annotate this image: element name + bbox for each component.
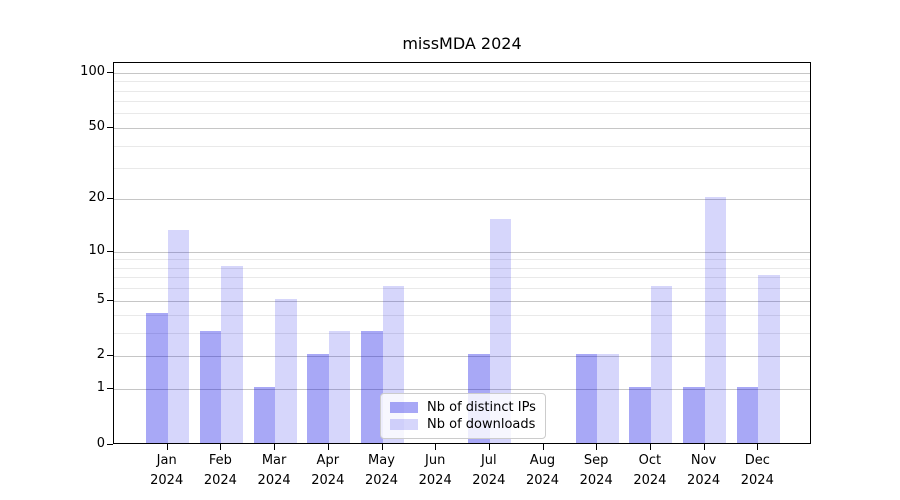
gridline-y-1 <box>114 389 810 391</box>
bar-nb-of-downloads-oct-2024 <box>650 286 673 443</box>
y-tick-label-10: 10 <box>88 242 105 258</box>
bar-nb-of-distinct-ips-nov-2024 <box>683 387 705 443</box>
gridline-y-3 <box>114 333 810 335</box>
gridline-y-80 <box>114 90 810 92</box>
x-tick-label-jan-2024: Jan 2024 <box>150 453 184 488</box>
x-tick-mark-mar-2024 <box>274 444 276 450</box>
chart-title: missMDA 2024 <box>402 34 522 53</box>
legend-item-distinct-ips: Nb of distinct IPs <box>390 400 536 415</box>
bar-nb-of-distinct-ips-may-2024 <box>361 331 383 443</box>
x-tick-mark-nov-2024 <box>703 444 705 450</box>
y-tick-mark-5 <box>107 299 113 301</box>
x-tick-mark-jan-2024 <box>166 444 168 450</box>
bar-nb-of-downloads-jan-2024 <box>167 230 190 443</box>
y-tick-mark-100 <box>107 71 113 73</box>
gridline-y-5 <box>114 300 810 302</box>
x-tick-label-dec-2024: Dec 2024 <box>740 453 774 488</box>
gridline-y-2 <box>114 356 810 358</box>
legend-label-downloads: Nb of downloads <box>427 417 536 432</box>
legend-swatch-distinct-ips <box>390 402 418 413</box>
plot-area: Nb of distinct IPs Nb of downloads <box>113 62 811 444</box>
bar-nb-of-distinct-ips-dec-2024 <box>736 387 759 443</box>
bar-nb-of-distinct-ips-mar-2024 <box>253 387 276 443</box>
bar-nb-of-distinct-ips-feb-2024 <box>199 331 222 443</box>
bar-nb-of-downloads-feb-2024 <box>221 265 243 443</box>
gridline-y-70 <box>114 101 810 103</box>
x-tick-label-aug-2024: Aug 2024 <box>525 453 560 488</box>
bar-nb-of-downloads-dec-2024 <box>758 275 780 443</box>
x-tick-mark-dec-2024 <box>757 444 759 450</box>
y-tick-label-5: 5 <box>96 291 105 307</box>
y-tick-label-50: 50 <box>88 118 105 134</box>
legend-label-distinct-ips: Nb of distinct IPs <box>427 400 536 415</box>
x-tick-label-may-2024: May 2024 <box>364 453 399 488</box>
gridline-y-9 <box>114 259 810 261</box>
y-tick-label-100: 100 <box>80 63 105 79</box>
bar-nb-of-distinct-ips-oct-2024 <box>629 387 651 443</box>
bar-nb-of-downloads-sep-2024 <box>597 354 619 443</box>
gridline-y-7 <box>114 277 810 279</box>
gridline-y-100 <box>114 72 810 74</box>
gridline-y-8 <box>114 267 810 269</box>
gridline-y-20 <box>114 199 810 201</box>
y-tick-mark-10 <box>107 250 113 252</box>
gridline-y-6 <box>114 288 810 290</box>
y-tick-label-20: 20 <box>88 190 105 206</box>
x-tick-label-apr-2024: Apr 2024 <box>311 453 345 488</box>
gridline-y-40 <box>114 145 810 147</box>
bar-nb-of-distinct-ips-sep-2024 <box>575 354 598 443</box>
gridline-y-10 <box>114 251 810 253</box>
bar-nb-of-downloads-jul-2024 <box>489 219 512 443</box>
bar-nb-of-distinct-ips-jan-2024 <box>146 313 168 443</box>
y-tick-label-0: 0 <box>96 436 105 451</box>
x-tick-mark-may-2024 <box>381 444 383 450</box>
y-tick-mark-0 <box>107 444 113 445</box>
x-tick-label-mar-2024: Mar 2024 <box>257 453 291 488</box>
x-tick-label-jul-2024: Jul 2024 <box>472 453 506 488</box>
y-tick-label-1: 1 <box>96 380 105 396</box>
y-tick-mark-2 <box>107 355 113 357</box>
bar-nb-of-downloads-nov-2024 <box>704 197 727 443</box>
x-tick-label-nov-2024: Nov 2024 <box>687 453 721 488</box>
x-tick-label-jun-2024: Jun 2024 <box>418 453 452 488</box>
bar-nb-of-downloads-mar-2024 <box>275 298 297 443</box>
legend-swatch-downloads <box>390 419 418 430</box>
gridline-y-90 <box>114 81 810 83</box>
x-tick-mark-aug-2024 <box>542 444 544 450</box>
legend: Nb of distinct IPs Nb of downloads <box>380 393 546 439</box>
y-tick-mark-20 <box>107 198 113 200</box>
gridline-y-50 <box>114 127 810 129</box>
gridline-y-4 <box>114 315 810 317</box>
x-tick-mark-jun-2024 <box>435 444 437 450</box>
legend-item-downloads: Nb of downloads <box>390 417 536 432</box>
x-tick-mark-sep-2024 <box>596 444 598 450</box>
y-tick-mark-50 <box>107 126 113 128</box>
x-tick-label-oct-2024: Oct 2024 <box>633 453 667 488</box>
gridline-y-30 <box>114 168 810 169</box>
y-tick-mark-1 <box>107 388 113 390</box>
x-tick-mark-jul-2024 <box>488 444 490 450</box>
y-tick-label-2: 2 <box>96 347 105 363</box>
bar-nb-of-downloads-apr-2024 <box>328 331 351 443</box>
x-tick-mark-apr-2024 <box>327 444 329 450</box>
x-tick-mark-feb-2024 <box>220 444 222 450</box>
x-tick-label-feb-2024: Feb 2024 <box>203 453 237 488</box>
gridline-y-60 <box>114 113 810 115</box>
x-tick-label-sep-2024: Sep 2024 <box>579 453 613 488</box>
bar-nb-of-distinct-ips-apr-2024 <box>307 354 329 443</box>
x-tick-mark-oct-2024 <box>649 444 651 450</box>
